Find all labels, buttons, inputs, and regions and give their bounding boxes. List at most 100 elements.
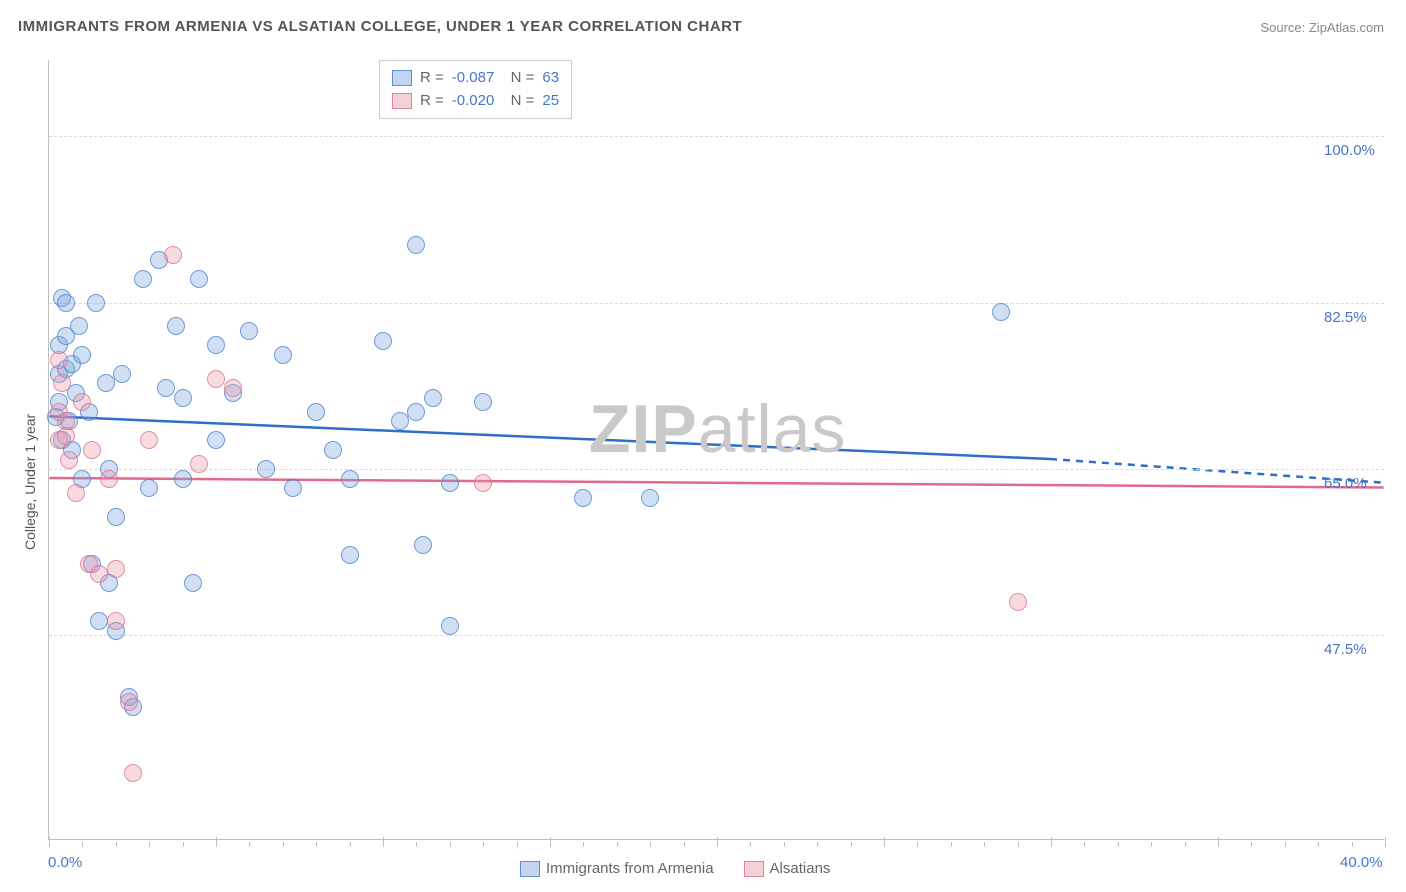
scatter-point [73,346,91,364]
legend-r-label: R = [420,90,444,113]
x-tick-minor [149,842,150,847]
scatter-point [474,393,492,411]
x-tick-minor [1118,842,1119,847]
x-tick-minor [1018,842,1019,847]
x-tick-major [1218,837,1219,847]
x-tick-minor [650,842,651,847]
legend-n-label: N = [502,90,534,113]
scatter-point [574,489,592,507]
x-tick-minor [517,842,518,847]
x-tick-major [49,837,50,847]
x-tick-minor [183,842,184,847]
scatter-point [53,374,71,392]
x-tick-major [550,837,551,847]
legend-n-label: N = [502,67,534,90]
legend-n-value: 63 [542,67,559,90]
x-tick-label: 40.0% [1340,854,1383,871]
gridline-h [49,635,1384,636]
x-tick-major [1385,837,1386,847]
scatter-point [257,460,275,478]
scatter-point [100,470,118,488]
scatter-point [107,508,125,526]
scatter-point [414,536,432,554]
legend-swatch [392,70,412,86]
x-tick-minor [116,842,117,847]
x-tick-minor [82,842,83,847]
legend-r-value: -0.020 [452,90,495,113]
x-tick-minor [617,842,618,847]
x-tick-major [884,837,885,847]
x-tick-minor [1352,842,1353,847]
scatter-point [164,246,182,264]
legend-stat-row: R = -0.087 N = 63 [392,67,559,90]
x-tick-major [383,837,384,847]
x-tick-minor [283,842,284,847]
x-tick-minor [917,842,918,847]
scatter-point [124,764,142,782]
scatter-point [90,565,108,583]
scatter-point [641,489,659,507]
x-tick-minor [684,842,685,847]
scatter-point [60,451,78,469]
scatter-point [407,236,425,254]
x-tick-minor [249,842,250,847]
x-tick-minor [483,842,484,847]
scatter-point [224,379,242,397]
scatter-point [207,431,225,449]
x-tick-minor [416,842,417,847]
x-tick-minor [450,842,451,847]
y-tick-label: 47.5% [1324,641,1367,658]
scatter-point [474,474,492,492]
scatter-point [240,322,258,340]
scatter-point [992,303,1010,321]
scatter-point [174,470,192,488]
scatter-point [134,270,152,288]
trend-lines-svg [49,60,1384,839]
x-tick-minor [350,842,351,847]
scatter-point [120,693,138,711]
x-tick-minor [1185,842,1186,847]
x-tick-minor [1318,842,1319,847]
x-tick-major [717,837,718,847]
scatter-point [174,389,192,407]
scatter-point [274,346,292,364]
scatter-point [341,546,359,564]
source-label: Source: ZipAtlas.com [1260,20,1384,35]
x-tick-minor [1084,842,1085,847]
legend-r-label: R = [420,67,444,90]
legend-label: Alsatians [770,860,831,877]
legend-label: Immigrants from Armenia [546,860,714,877]
x-tick-minor [784,842,785,847]
scatter-point [307,403,325,421]
scatter-point [73,393,91,411]
scatter-point [157,379,175,397]
gridline-h [49,303,1384,304]
x-tick-minor [316,842,317,847]
scatter-point [97,374,115,392]
legend-swatch [744,861,764,877]
legend-n-value: 25 [542,90,559,113]
gridline-h [49,136,1384,137]
x-tick-minor [1151,842,1152,847]
scatter-point [341,470,359,488]
scatter-point [284,479,302,497]
x-tick-label: 0.0% [48,854,82,871]
scatter-point [167,317,185,335]
gridline-h [49,469,1384,470]
y-tick-label: 65.0% [1324,475,1367,492]
legend-swatch [392,93,412,109]
legend-stats: R = -0.087 N = 63R = -0.020 N = 25 [379,60,572,119]
scatter-point [57,427,75,445]
watermark-suffix: atlas [698,391,847,467]
scatter-point [424,389,442,407]
watermark-prefix: ZIP [589,391,698,467]
scatter-point [374,332,392,350]
chart-container: IMMIGRANTS FROM ARMENIA VS ALSATIAN COLL… [0,0,1406,892]
x-tick-minor [817,842,818,847]
x-tick-minor [583,842,584,847]
scatter-point [57,294,75,312]
x-tick-minor [1285,842,1286,847]
scatter-point [207,336,225,354]
scatter-point [190,270,208,288]
scatter-point [140,479,158,497]
